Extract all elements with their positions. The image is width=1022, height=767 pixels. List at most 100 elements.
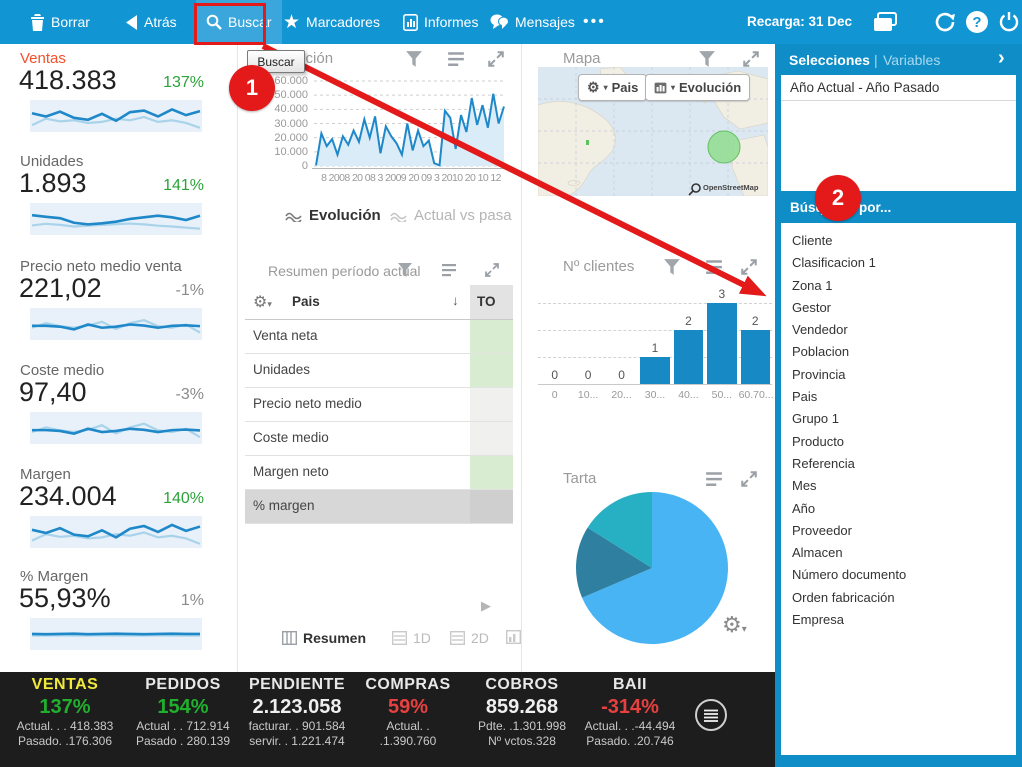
kpi-unidades[interactable]: Unidades 1.893 141% [0,153,237,253]
search-field-item[interactable]: Proveedor [781,520,1016,542]
search-field-item[interactable]: Almacen [781,542,1016,564]
power-button[interactable] [996,9,1022,35]
search-field-item[interactable]: Clasificacion 1 [781,252,1016,274]
menu-icon[interactable] [447,50,465,68]
bar[interactable] [640,357,669,384]
kpi-coste-medio[interactable]: Coste medio 97,40 -3% [0,362,237,462]
search-field-item[interactable]: Mes [781,475,1016,497]
map-marker-small[interactable] [586,140,589,145]
search-field-item[interactable]: Poblacion [781,341,1016,363]
kpi-sparkline [30,308,202,340]
expand-icon[interactable] [742,50,760,68]
kpi-ventas[interactable]: Ventas 418.383 137% [0,50,237,150]
filter-icon[interactable] [663,258,681,276]
more-menu-button[interactable]: ••• [583,0,606,44]
chevron-right-icon[interactable]: › [998,47,1005,70]
kpi-percent: 141% [163,177,204,195]
selection-item[interactable]: Año Actual - Año Pasado [781,75,1016,101]
top-toolbar: Borrar Atrás Buscar ★ Marcadores Informe… [0,0,1022,44]
bar[interactable] [741,330,770,384]
bar[interactable] [707,303,736,384]
reports-button[interactable]: Informes [403,0,478,44]
tab-label: Resumen [303,630,366,646]
sheets-icon [873,12,897,32]
table-row-precio-neto-medio[interactable]: Precio neto medio [245,388,513,422]
pie-chart[interactable] [574,490,730,646]
map-attribution[interactable]: OpenStreetMap [703,183,758,192]
tab-2d[interactable]: 2D [450,630,489,646]
gear-icon[interactable]: ⚙▾ [253,292,272,312]
kpi-margen[interactable]: Margen 234.004 140% [0,466,237,566]
menu-icon[interactable] [705,470,723,488]
refresh-button[interactable] [932,9,958,35]
filter-icon[interactable] [405,50,423,68]
map-pais-button[interactable]: ⚙▾ Pais [578,74,647,101]
gear-icon[interactable]: ⚙▾ [722,612,747,638]
expand-icon[interactable] [740,258,758,276]
bar-x-tick: 60.70... [739,389,772,401]
map-panel-title: Mapa [563,50,601,67]
expand-icon[interactable] [487,50,505,68]
search-field-item[interactable]: Empresa [781,609,1016,631]
total-cell [470,320,513,353]
search-field-item[interactable]: Cliente [781,230,1016,252]
search-field-item[interactable]: Pais [781,386,1016,408]
sort-down-icon[interactable]: ↓ [452,293,459,308]
expand-icon[interactable] [740,470,758,488]
bar[interactable] [674,330,703,384]
sheets-button[interactable] [872,9,898,35]
tab-evolucion[interactable]: Evolución [285,207,381,224]
kpi-pct-margen[interactable]: % Margen 55,93% 1% [0,568,237,668]
search-field-item[interactable]: Vendedor [781,319,1016,341]
search-field-item[interactable]: Zona 1 [781,275,1016,297]
search-field-item[interactable]: Referencia [781,453,1016,475]
search-field-item[interactable]: Número documento [781,564,1016,586]
clear-button[interactable]: Borrar [30,0,90,44]
summary-table: ⚙▾ Pais ↓ TO Venta neta Unidades Precio … [245,285,513,524]
map-evolucion-button[interactable]: ▾ Evolución [645,74,750,101]
kpi-precio-neto[interactable]: Precio neto medio venta 221,02 -1% [0,258,237,358]
filter-icon[interactable] [698,50,716,68]
search-field-item[interactable]: Producto [781,431,1016,453]
bar-value-label: 3 [705,287,738,301]
filter-icon[interactable] [397,262,413,278]
menu-icon[interactable] [441,262,457,278]
footer-kpi-bar: VENTAS 137% Actual. . . 418.383 Pasado. … [0,672,775,767]
evolution-y-tick: 10.000 [250,146,308,158]
bookmarks-button[interactable]: ★ Marcadores [283,0,380,44]
clients-bar-chart: 00010...020...130...240...350...260.70..… [538,282,772,407]
search-field-item[interactable]: Año [781,498,1016,520]
map-marker-bubble[interactable] [708,131,740,163]
table-row-venta-neta[interactable]: Venta neta [245,320,513,354]
search-field-item[interactable]: Gestor [781,297,1016,319]
search-field-item[interactable]: Orden fabricación [781,587,1016,609]
kpi-sparkline [30,203,202,235]
tab-clipped[interactable] [506,630,521,646]
menu-icon[interactable] [705,258,723,276]
messages-button[interactable]: Mensajes [490,0,575,44]
play-icon[interactable]: ▶ [481,598,491,614]
tab-1d[interactable]: 1D [392,630,431,646]
evolution-y-tick: 30.000 [250,118,308,130]
tab-variables[interactable]: Variables [883,52,940,68]
back-button[interactable]: Atrás [125,0,177,44]
help-button[interactable]: ? [964,9,990,35]
annotation-step-1: 1 [229,65,275,111]
search-field-item[interactable]: Grupo 1 [781,408,1016,430]
expand-icon[interactable] [484,262,500,278]
evolution-line-plot [314,78,510,170]
tab-actual-vs-pasado[interactable]: Actual vs pasa [390,207,516,224]
bar-value-label: 0 [571,368,604,382]
tab-resumen[interactable]: Resumen [282,630,366,646]
table-row-pct-margen[interactable]: % margen [245,490,513,524]
footer-menu-icon[interactable] [694,698,728,732]
tab-label: Actual vs pasa [414,207,512,224]
table-row-margen-neto[interactable]: Margen neto [245,456,513,490]
search-field-item[interactable]: Provincia [781,364,1016,386]
tab-selecciones[interactable]: Selecciones [789,52,870,68]
table-row-unidades[interactable]: Unidades [245,354,513,388]
summary-table-header[interactable]: ⚙▾ Pais ↓ TO [245,285,513,320]
dimension-header[interactable]: Pais [292,294,320,309]
messages-icon [490,14,509,30]
table-row-coste-medio[interactable]: Coste medio [245,422,513,456]
